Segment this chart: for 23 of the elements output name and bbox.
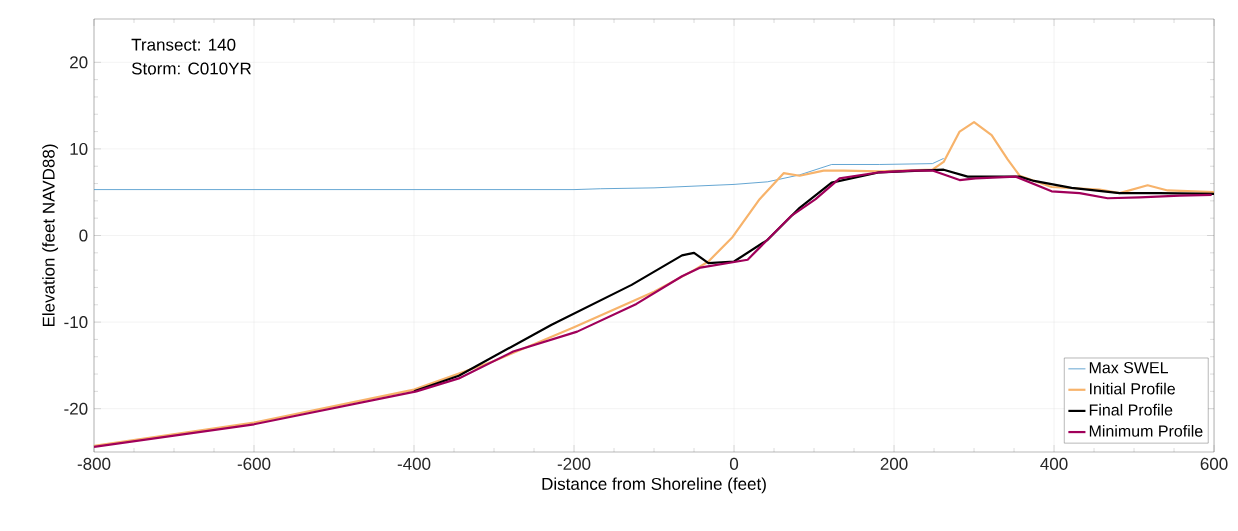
annotation: Storm: C010YR — [131, 62, 251, 75]
x-tick-label: -400 — [397, 457, 431, 470]
y-axis-title: Elevation (feet NAVD88) — [42, 144, 59, 327]
y-tick-label: -10 — [64, 316, 88, 329]
x-tick-label: -200 — [557, 457, 591, 470]
line-series — [94, 120, 1215, 448]
legend-label: Initial Profile — [1090, 382, 1175, 395]
legend-label: Max SWEL — [1089, 361, 1169, 374]
x-axis-title: Distance from Shoreline (feet) — [542, 477, 766, 494]
x-tick-label: 200 — [880, 457, 908, 470]
x-tick-label: -600 — [237, 457, 271, 470]
y-tick-label: 0 — [79, 229, 88, 242]
x-tick-label: -800 — [77, 457, 111, 470]
x-tick-label: 0 — [729, 457, 739, 470]
y-tick-label: 10 — [70, 142, 88, 155]
line-series — [94, 169, 1213, 448]
annotation: Transect: 140 — [131, 38, 236, 51]
y-tick-label: -20 — [64, 402, 88, 415]
x-tick-label: 400 — [1040, 457, 1068, 470]
x-tick-label: 600 — [1200, 457, 1228, 470]
y-tick-label: 20 — [70, 56, 88, 69]
legend-label: Final Profile — [1089, 403, 1173, 416]
legend-label: Minimum Profile — [1089, 425, 1203, 437]
